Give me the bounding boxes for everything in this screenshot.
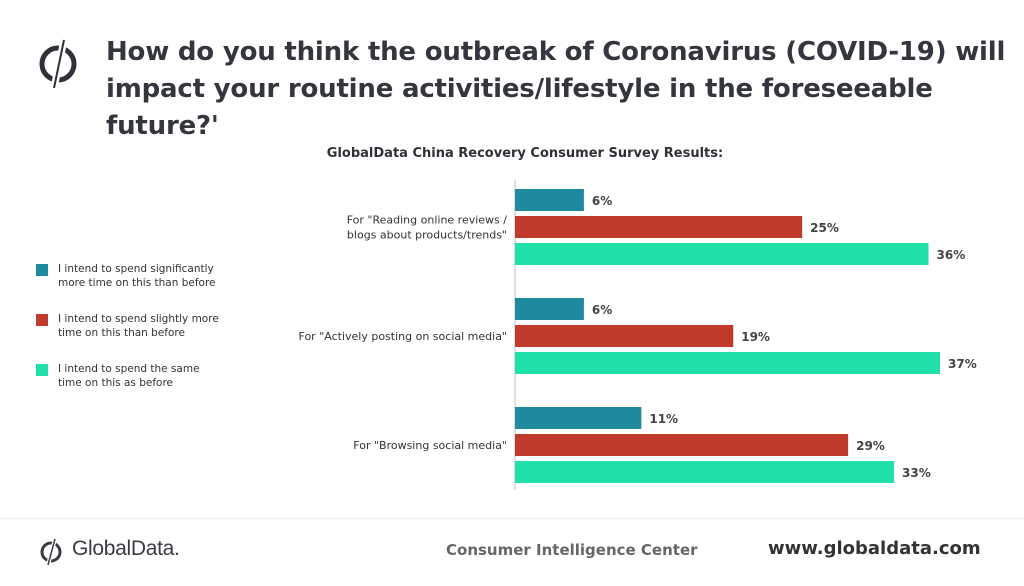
chart-title: How do you think the outbreak of Coronav… (106, 37, 1006, 141)
data-label: 37% (948, 357, 977, 371)
data-label: 33% (902, 466, 931, 480)
bar (515, 434, 849, 456)
bar (515, 298, 584, 320)
legend-label: I intend to spend slightly more time on … (58, 313, 219, 339)
data-label: 11% (649, 412, 678, 426)
legend-swatch (36, 264, 48, 276)
bar (515, 407, 642, 429)
category-label: For "Browsing social media" (353, 439, 507, 452)
legend-label: I intend to spend significantly more tim… (58, 263, 216, 289)
legend-swatch (36, 364, 48, 376)
category-label: blogs about products/trends" (347, 229, 507, 242)
footer-website-link[interactable]: www.globaldata.com (768, 538, 981, 559)
legend-swatch (36, 314, 48, 326)
bar (515, 352, 940, 374)
bar (515, 243, 929, 265)
globaldata-logo-icon (39, 39, 77, 89)
category-label: For "Reading online reviews / (347, 214, 508, 227)
bar (515, 325, 734, 347)
legend: I intend to spend significantly more tim… (36, 262, 266, 412)
chart-subtitle: GlobalData China Recovery Consumer Surve… (326, 146, 724, 161)
footer-divider (0, 518, 1024, 519)
data-label: 6% (592, 194, 612, 208)
bar (515, 461, 895, 483)
category-label: For "Actively posting on social media" (299, 330, 507, 343)
legend-item-same: I intend to spend the same time on this … (36, 362, 266, 392)
data-label: 36% (937, 248, 966, 262)
data-label: 29% (856, 439, 885, 453)
bar (515, 216, 803, 238)
globaldata-footer-logo-icon (40, 538, 62, 566)
legend-item-significantly-more: I intend to spend significantly more tim… (36, 262, 266, 292)
data-label: 19% (741, 330, 770, 344)
data-label: 6% (592, 303, 612, 317)
data-label: 25% (810, 221, 839, 235)
legend-item-slightly-more: I intend to spend slightly more time on … (36, 312, 266, 342)
bar (515, 189, 584, 211)
footer-brand: GlobalData. (72, 537, 180, 560)
legend-label: I intend to spend the same time on this … (58, 363, 200, 389)
footer-center-text: Consumer Intelligence Center (446, 541, 698, 559)
